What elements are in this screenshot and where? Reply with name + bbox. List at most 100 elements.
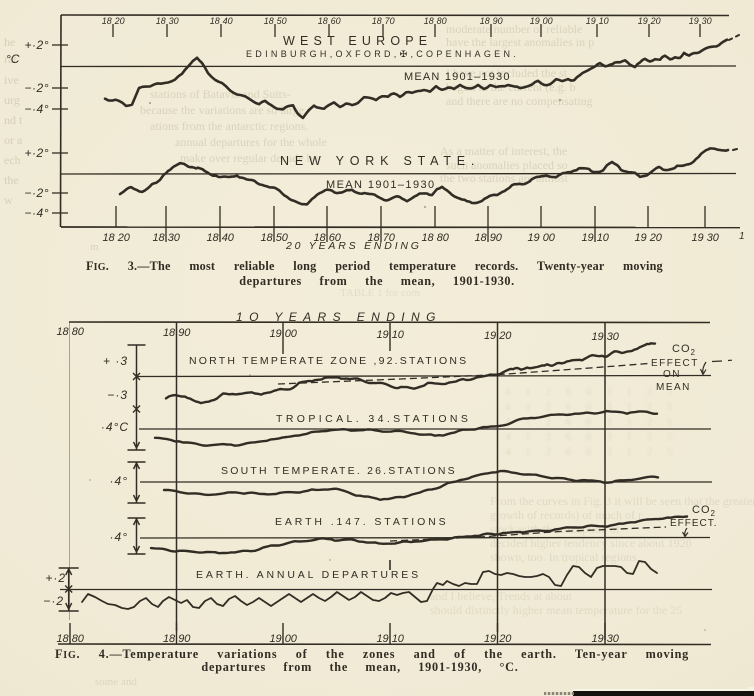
svg-text:MEAN 1901–1930: MEAN 1901–1930 bbox=[404, 71, 511, 83]
svg-text:30: 30 bbox=[169, 16, 179, 26]
svg-text:10: 10 bbox=[597, 232, 610, 244]
svg-text:EFFECT.: EFFECT. bbox=[670, 518, 718, 529]
svg-text:90: 90 bbox=[178, 327, 191, 339]
svg-text:20: 20 bbox=[498, 330, 512, 342]
svg-text:19: 19 bbox=[591, 633, 603, 645]
svg-text:I have not included the st: I have not included the st bbox=[446, 66, 568, 80]
svg-text:EARTH .147. STATIONS: EARTH .147. STATIONS bbox=[275, 516, 449, 528]
svg-text:°C: °C bbox=[6, 52, 20, 66]
svg-text:EFFECT: EFFECT bbox=[651, 358, 699, 369]
svg-text:4 1 2 6 0 3 1 2 5: 4 1 2 6 0 3 1 2 5 bbox=[505, 446, 679, 458]
svg-text:4 1 2 6 0 3 1 2 5: 4 1 2 6 0 3 1 2 5 bbox=[505, 386, 679, 398]
svg-text:00: 00 bbox=[285, 633, 298, 645]
svg-text:should distinctly higher mean: should distinctly higher mean temperatur… bbox=[430, 603, 682, 617]
svg-text:40: 40 bbox=[223, 16, 233, 26]
svg-text:19: 19 bbox=[691, 232, 703, 244]
svg-text:20: 20 bbox=[650, 16, 661, 26]
svg-text:18: 18 bbox=[210, 16, 220, 26]
svg-text:30: 30 bbox=[607, 331, 620, 343]
svg-text:00: 00 bbox=[285, 328, 298, 340]
svg-text:90: 90 bbox=[493, 16, 503, 26]
svg-text:80: 80 bbox=[437, 232, 450, 244]
svg-text:CO2: CO2 bbox=[672, 343, 696, 357]
svg-text:18: 18 bbox=[264, 16, 274, 26]
svg-text:18: 18 bbox=[163, 633, 176, 645]
svg-text:60: 60 bbox=[331, 16, 341, 26]
svg-text:make over regular decade by: make over regular decade by bbox=[180, 151, 319, 165]
svg-text:EARTH. ANNUAL DEPARTURES: EARTH. ANNUAL DEPARTURES bbox=[196, 569, 421, 581]
svg-text:urg: urg bbox=[4, 93, 20, 107]
svg-text:−·4°: −·4° bbox=[25, 102, 49, 116]
svg-text:30: 30 bbox=[607, 633, 620, 645]
svg-text:the: the bbox=[4, 173, 19, 187]
svg-text:10: 10 bbox=[599, 16, 609, 26]
svg-text:20: 20 bbox=[649, 232, 663, 244]
svg-text:19: 19 bbox=[591, 331, 603, 343]
svg-text:CO2: CO2 bbox=[692, 504, 716, 518]
svg-text:or a: or a bbox=[4, 133, 23, 147]
svg-text:4 1 2 6 0 3 1 2 5: 4 1 2 6 0 3 1 2 5 bbox=[505, 416, 679, 428]
svg-text:30: 30 bbox=[702, 16, 712, 26]
svg-text:80: 80 bbox=[72, 633, 85, 645]
svg-text:From the curves in Fig. 3 it w: From the curves in Fig. 3 it will be see… bbox=[490, 494, 754, 508]
svg-text:ON: ON bbox=[663, 369, 681, 380]
svg-text:18: 18 bbox=[56, 326, 69, 338]
svg-text:10: 10 bbox=[392, 329, 405, 341]
svg-text:·4°: ·4° bbox=[110, 474, 128, 488]
svg-text:18: 18 bbox=[318, 16, 328, 26]
svg-text:+ ·3: + ·3 bbox=[103, 354, 128, 368]
svg-text:10: 10 bbox=[392, 633, 405, 645]
svg-text:−·3: −·3 bbox=[107, 388, 128, 402]
svg-text:annual departures for the whol: annual departures for the whole bbox=[175, 135, 327, 149]
svg-text:+·2°: +·2° bbox=[25, 38, 49, 52]
svg-text:As a matter of interest, the: As a matter of interest, the bbox=[440, 144, 567, 158]
svg-text:nd t: nd t bbox=[4, 113, 23, 127]
svg-text:19: 19 bbox=[638, 16, 648, 26]
svg-text:18: 18 bbox=[163, 327, 176, 339]
svg-text:00: 00 bbox=[543, 16, 553, 26]
svg-text:TABLE 1 for com: TABLE 1 for com bbox=[340, 287, 421, 299]
svg-text:1: 1 bbox=[739, 231, 745, 242]
svg-text:FIG. 4.—Temperature variations: FIG. 4.—Temperature variations of the zo… bbox=[55, 647, 689, 661]
svg-text:moderate number of reliable: moderate number of reliable bbox=[446, 22, 582, 36]
svg-text:such anomalies placed so: such anomalies placed so bbox=[446, 158, 568, 172]
svg-text:19: 19 bbox=[376, 329, 388, 341]
svg-text:19: 19 bbox=[269, 633, 281, 645]
svg-text:20: 20 bbox=[117, 232, 131, 244]
svg-text:WEST EUROPE: WEST EUROPE bbox=[283, 34, 432, 48]
svg-text:20: 20 bbox=[498, 633, 512, 645]
svg-text:FIG. 3.—The most reliable long: FIG. 3.—The most reliable long period te… bbox=[86, 259, 663, 273]
svg-text:ations from the antarctic regi: ations from the antarctic regions. bbox=[150, 119, 308, 133]
svg-text:19: 19 bbox=[689, 16, 699, 26]
svg-text:18: 18 bbox=[260, 232, 273, 244]
svg-text:19: 19 bbox=[527, 232, 539, 244]
svg-text:−·2: −·2 bbox=[43, 594, 64, 608]
svg-text:19: 19 bbox=[530, 16, 540, 26]
svg-text:ech: ech bbox=[4, 153, 21, 167]
svg-text:w: w bbox=[4, 193, 13, 207]
svg-text:19: 19 bbox=[634, 232, 646, 244]
svg-text:30: 30 bbox=[707, 232, 720, 244]
svg-text:18: 18 bbox=[474, 232, 487, 244]
svg-text:have the largest anomalies in: have the largest anomalies in p bbox=[446, 35, 594, 49]
svg-text:decided higher tendency since: decided higher tendency since about 1920 bbox=[490, 536, 692, 550]
svg-text:18: 18 bbox=[152, 232, 165, 244]
svg-text:80: 80 bbox=[437, 16, 447, 26]
svg-text:+·2: +·2 bbox=[45, 571, 66, 585]
svg-text:70: 70 bbox=[385, 16, 395, 26]
svg-text:18: 18 bbox=[367, 232, 380, 244]
svg-text:4 1 2 6 0 3 1 2 5: 4 1 2 6 0 3 1 2 5 bbox=[505, 401, 679, 413]
svg-text:18: 18 bbox=[480, 16, 490, 26]
svg-text:·4°: ·4° bbox=[110, 530, 128, 544]
svg-text:−·2°: −·2° bbox=[25, 186, 49, 200]
svg-text:90: 90 bbox=[490, 232, 503, 244]
svg-text:stations of Batavia and Suits-: stations of Batavia and Suits- bbox=[150, 87, 291, 101]
svg-text:18: 18 bbox=[313, 232, 326, 244]
svg-text:80: 80 bbox=[72, 326, 85, 338]
svg-text:18: 18 bbox=[421, 232, 434, 244]
svg-text:18: 18 bbox=[206, 232, 219, 244]
svg-text:NEW YORK STATE.: NEW YORK STATE. bbox=[280, 154, 480, 168]
svg-text:shown, too. In tropical regio: shown, too. In tropical regions bbox=[490, 550, 637, 564]
svg-text:90: 90 bbox=[178, 633, 191, 645]
svg-text:and I believe, Trends at about: and I believe, Trends at about bbox=[430, 589, 573, 603]
